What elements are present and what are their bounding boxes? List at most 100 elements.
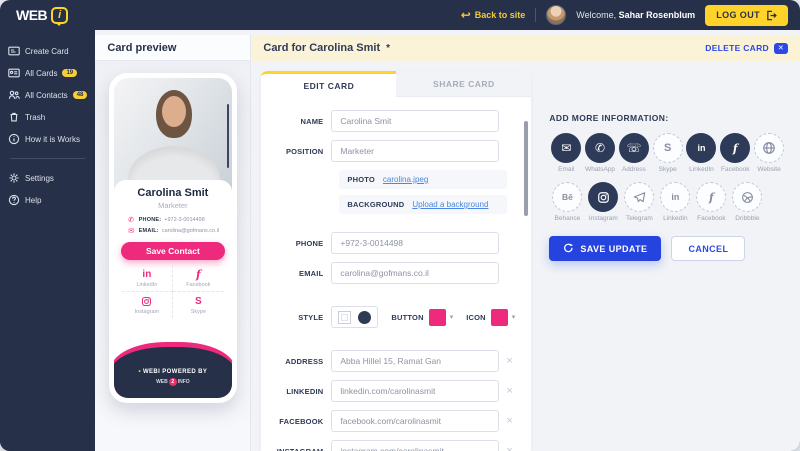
tab-share-card[interactable]: SHARE CARD [396, 71, 532, 97]
email-field[interactable] [331, 262, 500, 284]
create-card-icon [8, 46, 20, 56]
facebook-icon: f [709, 190, 714, 204]
instagram-field[interactable] [331, 440, 500, 451]
add-facebook-2-button[interactable]: f Facebook [693, 182, 729, 222]
save-contact-button[interactable]: Save Contact [120, 242, 225, 260]
button-color-swatch[interactable] [428, 308, 446, 326]
back-to-site-link[interactable]: ↩ Back to site [461, 9, 526, 21]
sidebar-item-all-contacts[interactable]: All Contacts 48 [0, 84, 95, 106]
icon-color-label: ICON [466, 312, 486, 322]
add-info-row-1: ✉ Email ✆ WhatsApp ☏ Address [549, 133, 786, 173]
add-linkedin-2-button[interactable]: in LinkedIn [657, 182, 693, 222]
delete-card-label: DELETE CARD [705, 43, 769, 53]
facebook-field[interactable] [331, 410, 500, 432]
sidebar-item-how-it-works[interactable]: How it is Works [0, 128, 95, 150]
website-icon [763, 142, 775, 154]
delete-card-button[interactable]: DELETE CARD ✕ [705, 42, 788, 54]
add-skype-button[interactable]: S Skype [651, 133, 685, 173]
email-icon: ✉ [561, 141, 572, 155]
icon-label: Facebook [697, 215, 726, 222]
webi-logo[interactable]: WEB i [16, 6, 69, 26]
photo-label: PHOTO [347, 175, 375, 184]
sidebar-item-trash[interactable]: Trash [0, 106, 95, 128]
edit-panel-scrollbar[interactable] [524, 121, 529, 216]
preview-name: Carolina Smit [137, 187, 209, 199]
address-row: ADDRESS × [261, 350, 531, 372]
add-behance-button[interactable]: Bē Behance [549, 182, 585, 222]
logo-post: INFO [177, 379, 190, 385]
card-preview-panel: Card preview Carolina Smit Mark [95, 35, 252, 451]
preview-social-facebook[interactable]: f Facebook [172, 265, 224, 292]
icon-label: Address [621, 166, 646, 173]
icon-label: WhatsApp [585, 166, 616, 173]
sidebar-item-all-cards[interactable]: All Cards 19 [0, 62, 95, 84]
add-dribbble-button[interactable]: Dribbble [729, 182, 765, 222]
style-option-light[interactable] [338, 310, 352, 324]
add-telegram-button[interactable]: Telegram [621, 182, 657, 222]
position-field[interactable] [331, 140, 500, 162]
welcome-text: Welcome, Sahar Rosenblum [576, 10, 695, 20]
add-whatsapp-button[interactable]: ✆ WhatsApp [583, 133, 617, 173]
sidebar: Create Card All Cards 19 All Contacts 48 [0, 30, 96, 451]
sidebar-item-settings[interactable]: Settings [0, 167, 95, 189]
preview-position: Marketer [158, 201, 188, 210]
background-label: BACKGROUND [347, 200, 405, 209]
logout-button[interactable]: LOG OUT [705, 4, 788, 26]
sidebar-item-label: All Cards [25, 68, 58, 78]
button-color-caret-icon[interactable]: ▾ [449, 314, 454, 321]
photo-file-link[interactable]: carolina.jpeg [382, 175, 429, 184]
dribbble-icon [741, 191, 753, 203]
logo-bubble-icon: i [51, 6, 69, 26]
cancel-button[interactable]: CANCEL [671, 236, 746, 261]
sidebar-item-label: Trash [25, 112, 46, 122]
position-row: POSITION [261, 140, 531, 162]
icon-color-caret-icon[interactable]: ▾ [511, 314, 516, 321]
clear-linkedin-icon[interactable]: × [506, 384, 513, 397]
background-row: BACKGROUND Upload a background [339, 195, 508, 214]
save-update-button[interactable]: SAVE UPDATE [549, 236, 662, 261]
instagram-icon [122, 296, 172, 308]
facebook-icon: f [732, 141, 738, 155]
add-address-button[interactable]: ☏ Address [617, 133, 651, 173]
tab-edit-card[interactable]: EDIT CARD [261, 71, 397, 97]
style-label: STYLE [298, 312, 324, 322]
welcome-prefix: Welcome, [576, 10, 617, 20]
add-email-button[interactable]: ✉ Email [549, 133, 583, 173]
instagram-label: INSTAGRAM [276, 446, 324, 451]
preview-social-instagram[interactable]: Instagram [122, 292, 173, 318]
preview-scrollbar[interactable] [226, 104, 229, 168]
add-linkedin-button[interactable]: in LinkedIn [685, 133, 719, 173]
icon-color-swatch[interactable] [490, 308, 508, 326]
style-option-dark[interactable] [358, 310, 372, 324]
icon-label: LinkedIn [663, 215, 688, 222]
clear-instagram-icon[interactable]: × [506, 445, 512, 451]
logo-num-icon: 2 [168, 378, 177, 386]
address-field[interactable] [331, 350, 500, 372]
preview-social-linkedin[interactable]: in LinkedIn [121, 265, 173, 292]
clear-facebook-icon[interactable]: × [506, 414, 513, 427]
delete-icon: ✕ [774, 42, 788, 54]
linkedin-field[interactable] [331, 380, 500, 402]
clear-address-icon[interactable]: × [506, 354, 513, 367]
add-website-button[interactable]: Website [752, 133, 786, 173]
card-header-bar: Card for Carolina Smit * DELETE CARD ✕ [251, 35, 800, 61]
all-contacts-icon [8, 90, 20, 99]
card-title: Card for Carolina Smit [263, 42, 381, 54]
phone-field[interactable] [331, 232, 500, 254]
all-contacts-count-badge: 48 [72, 91, 88, 99]
upload-background-link[interactable]: Upload a background [412, 200, 489, 209]
preview-social-skype[interactable]: S Skype [173, 292, 224, 318]
web2info-logo: WEB 2 INFO [156, 378, 190, 386]
add-facebook-button[interactable]: f Facebook [718, 133, 752, 173]
user-name: Sahar Rosenblum [618, 10, 696, 20]
phone-icon: ✆ [128, 217, 135, 224]
topbar-divider [535, 8, 537, 22]
sidebar-item-create-card[interactable]: Create Card [0, 40, 95, 62]
sidebar-item-label: Create Card [25, 46, 69, 56]
sidebar-item-help[interactable]: Help [0, 189, 95, 211]
email-row: EMAIL [261, 262, 531, 284]
add-instagram-button[interactable]: Instagram [585, 182, 621, 222]
photo-face-shape [161, 96, 186, 127]
name-field[interactable] [331, 110, 500, 132]
